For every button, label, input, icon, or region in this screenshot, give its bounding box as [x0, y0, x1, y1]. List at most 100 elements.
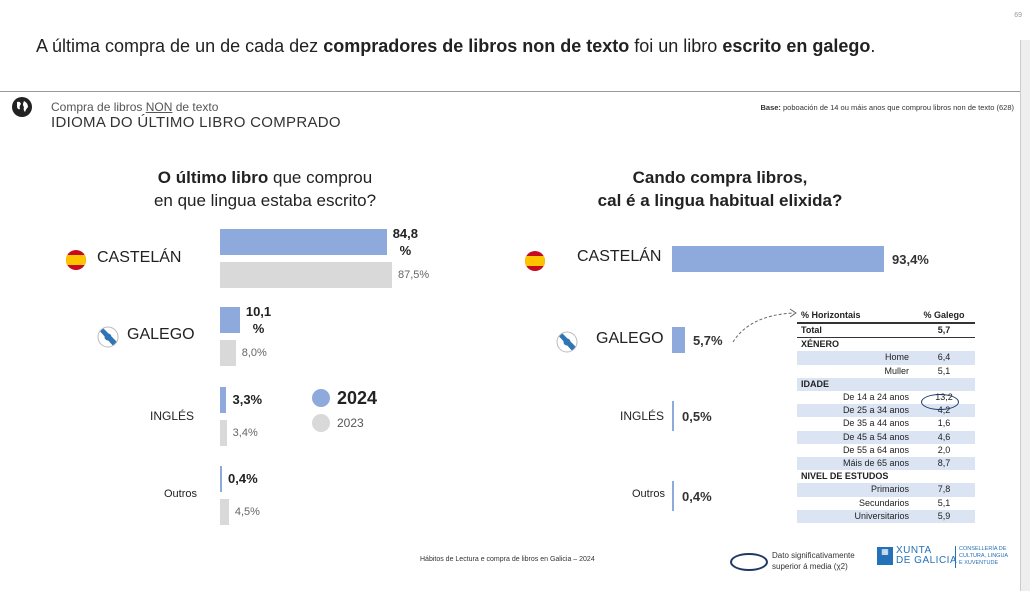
table-header-value: % Galego [913, 308, 975, 324]
bar-2023-0 [220, 262, 392, 288]
right-label-castelan: CASTELÁN [577, 248, 662, 265]
spain-flag-icon-left [66, 250, 86, 270]
xunta-logo-icon: ▦ [877, 547, 893, 565]
value-2023-1: 8,0% [241, 347, 267, 359]
table-header-category: % Horizontais [797, 308, 913, 324]
headline: A última compra de un de cada dez compra… [36, 36, 876, 56]
left-label-ingles: INGLÉS [150, 409, 195, 423]
significance-circle [921, 394, 959, 410]
bar-2023-3 [220, 499, 229, 525]
table-cell-value: 7,8 [913, 483, 975, 497]
bar-2024-1 [220, 307, 240, 333]
table-cell-label: XÉNERO [801, 339, 840, 350]
table-cell-label: Primarios [797, 483, 913, 497]
value-2023-2: 3,4% [232, 427, 258, 439]
legend-2023-dot [312, 414, 330, 432]
table-cell-label: Secundarios [858, 497, 909, 508]
table-cell-label: Home [797, 351, 913, 365]
left-question: O último libro que comprou en que lingua … [153, 168, 377, 210]
right-value-2: 0,5% [682, 409, 712, 424]
table-cell-label: NIVEL DE ESTUDOS [801, 471, 889, 482]
table-cell-label: Universitarios [797, 509, 913, 524]
table-cell-value: 5,1 [937, 497, 951, 508]
bar-2023-2 [220, 420, 227, 446]
table-row: De 35 a 44 anos 1,6 [797, 417, 975, 430]
bar-2024-3 [220, 466, 222, 492]
table-cell-label: Total [797, 323, 913, 339]
table-cell-value: 8,7 [913, 457, 975, 471]
table-cell-label: De 35 a 44 anos [842, 418, 909, 429]
value-2023-0: 87,5% [398, 269, 430, 281]
right-bar-3 [672, 481, 674, 511]
table-row: De 45 a 54 anos 4,6 [797, 430, 975, 444]
table-cell-value: 1,6 [937, 418, 951, 429]
value-2024-3: 0,4% [228, 471, 258, 486]
significance-legend-text: Dato significativamente superior á media … [772, 551, 855, 571]
right-question: Cando compra libros, cal é a lingua habit… [597, 168, 843, 210]
callout-arrow [732, 308, 797, 343]
table-row: Máis de 65 anos 8,7 [797, 457, 975, 471]
table-cell-value [913, 470, 975, 483]
logo-separator [955, 546, 956, 568]
table-row: IDADE [797, 377, 975, 392]
table-cell-label: Máis de 65 anos [797, 457, 913, 471]
left-label-castelan: CASTELÁN [97, 249, 182, 266]
legend-2023-label: 2023 [337, 416, 364, 430]
right-label-ingles: INGLÉS [620, 409, 665, 423]
right-label-galego: GALEGO [596, 330, 664, 347]
right-bar-1 [672, 327, 685, 353]
legend-2024-dot [312, 389, 330, 407]
table-cell-label: De 55 a 64 anos [842, 444, 909, 455]
base-note: Base: poboación de 14 ou máis anos que c… [760, 103, 1014, 112]
scrollbar[interactable] [1020, 40, 1030, 591]
table-cell-value: 4,6 [913, 430, 975, 444]
bar-2024-2 [220, 387, 227, 413]
table-cell-label: IDADE [797, 377, 913, 392]
table-row: De 55 a 64 anos 2,0 [797, 444, 975, 457]
galego-breakdown-table: % Horizontais % Galego Total 5,7 XÉNERO Hom… [797, 308, 975, 524]
galicia-flag-icon-right [556, 331, 578, 353]
table-cell-value: 5,7 [913, 323, 975, 339]
table-cell-value: 2,0 [937, 444, 951, 455]
galicia-flag-icon-left [97, 326, 119, 348]
table-cell-value: 5,9 [913, 509, 975, 524]
table-cell-label: De 25 a 34 anos [797, 404, 913, 418]
table-cell-label: Muller [884, 365, 909, 376]
bar-2023-1 [220, 340, 236, 366]
bar-2024-0 [220, 229, 387, 255]
value-2024-2: 3,3% [232, 392, 263, 407]
significance-legend-icon [730, 553, 768, 571]
value-2024-1: 10,1% [245, 304, 272, 336]
table-row: Home 6,4 [797, 351, 975, 365]
globe-icon [12, 97, 32, 117]
table-row: XÉNERO [797, 338, 975, 352]
table-cell-label: De 45 a 54 anos [797, 430, 913, 444]
divider [0, 91, 1020, 92]
right-value-1: 5,7% [692, 333, 723, 348]
value-2023-3: 4,5% [234, 506, 260, 518]
section-title: IDIOMA DO ÚLTIMO LIBRO COMPRADO [51, 114, 341, 131]
table-row: Primarios 7,8 [797, 483, 975, 497]
section-subtitle: Compra de libros NON de texto [51, 100, 219, 114]
conselleria-text: CONSELLERÍA DE CULTURA, LINGUA E XUVENTUDE [959, 546, 1009, 566]
right-bar-0 [672, 246, 884, 272]
table-cell-value: 5,1 [937, 365, 951, 376]
spain-flag-icon-right [525, 251, 545, 271]
footer-source: Hábitos de Lectura e compra de libros en… [420, 556, 595, 563]
table-row: Total 5,7 [797, 323, 975, 339]
table-cell-value [913, 377, 975, 392]
legend-2024-label: 2024 [337, 388, 378, 408]
xunta-logo-text: XUNTA DE GALICIA [896, 545, 958, 566]
table-row: Secundarios 5,1 [797, 497, 975, 510]
table-cell-label: De 14 a 24 anos [842, 392, 909, 403]
left-label-galego: GALEGO [127, 326, 195, 343]
table-cell-value: 6,4 [913, 351, 975, 365]
table-row: Universitarios 5,9 [797, 509, 975, 524]
page-number: 69 [1014, 12, 1022, 19]
table-row: Muller 5,1 [797, 365, 975, 378]
value-2024-0: 84,8% [392, 226, 418, 258]
right-value-3: 0,4% [682, 489, 712, 504]
left-label-outros: Outros [164, 488, 198, 500]
right-bar-2 [672, 401, 674, 431]
table-cell-value [913, 338, 975, 352]
